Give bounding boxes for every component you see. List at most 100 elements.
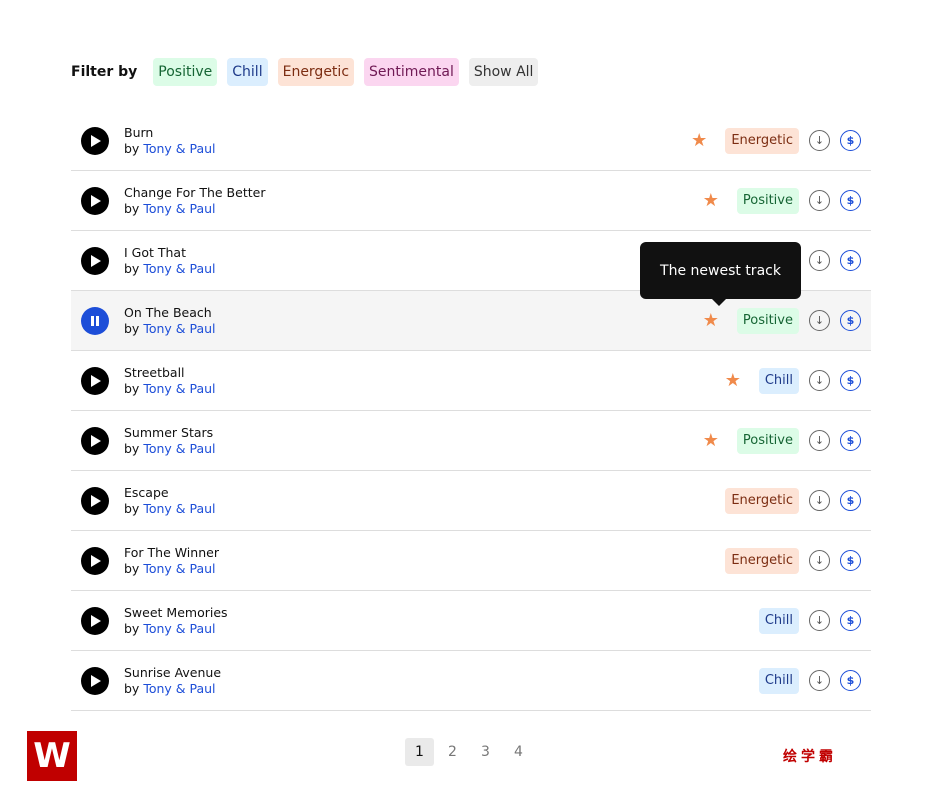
artist-link[interactable]: Tony & Paul bbox=[143, 680, 216, 696]
play-button[interactable] bbox=[81, 126, 109, 155]
buy-button[interactable]: $ bbox=[840, 610, 861, 631]
play-button[interactable] bbox=[81, 366, 109, 395]
play-button[interactable] bbox=[81, 606, 109, 635]
by-label: by bbox=[124, 260, 140, 276]
star-icon[interactable]: ★ bbox=[702, 190, 719, 211]
filter-chill[interactable]: Chill bbox=[227, 58, 268, 86]
by-label: by bbox=[124, 380, 140, 396]
star-icon[interactable]: ★ bbox=[702, 430, 719, 451]
mood-tag[interactable]: Chill bbox=[758, 667, 799, 694]
dollar-icon: $ bbox=[846, 194, 855, 207]
track-row: For The Winner by Tony & Paul Energetic … bbox=[71, 531, 871, 591]
mood-tag[interactable]: Positive bbox=[736, 427, 799, 454]
download-icon: ↓ bbox=[814, 134, 825, 147]
dollar-icon: $ bbox=[846, 614, 855, 627]
star-icon[interactable]: ★ bbox=[702, 310, 719, 331]
by-label: by bbox=[124, 560, 140, 576]
track-title: I Got That bbox=[124, 244, 186, 260]
download-button[interactable]: ↓ bbox=[809, 610, 830, 631]
mood-tag[interactable]: Energetic bbox=[725, 127, 799, 154]
play-button[interactable] bbox=[81, 426, 109, 455]
page-1[interactable]: 1 bbox=[405, 738, 434, 766]
download-button[interactable]: ↓ bbox=[809, 370, 830, 391]
download-button[interactable]: ↓ bbox=[809, 250, 830, 271]
artist-link[interactable]: Tony & Paul bbox=[143, 500, 216, 516]
mood-tag[interactable]: Chill bbox=[758, 367, 799, 394]
play-icon bbox=[88, 434, 102, 448]
artist-link[interactable]: Tony & Paul bbox=[143, 620, 216, 636]
mood-tag[interactable]: Energetic bbox=[725, 487, 799, 514]
play-button[interactable] bbox=[81, 186, 109, 215]
buy-button[interactable]: $ bbox=[840, 310, 861, 331]
artist-link[interactable]: Tony & Paul bbox=[143, 140, 216, 156]
star-icon[interactable]: ★ bbox=[724, 370, 741, 391]
play-button[interactable] bbox=[81, 246, 109, 275]
by-label: by bbox=[124, 200, 140, 216]
by-label: by bbox=[124, 320, 140, 336]
track-row: Streetball by Tony & Paul ★ Chill ↓ $ bbox=[71, 351, 871, 411]
play-button[interactable] bbox=[81, 666, 109, 695]
play-icon bbox=[88, 194, 102, 208]
buy-button[interactable]: $ bbox=[840, 490, 861, 511]
play-button[interactable] bbox=[81, 486, 109, 515]
page-3[interactable]: 3 bbox=[481, 744, 490, 760]
dollar-icon: $ bbox=[846, 674, 855, 687]
page-4[interactable]: 4 bbox=[514, 744, 523, 760]
mood-tag[interactable]: Positive bbox=[736, 307, 799, 334]
track-row: Sunrise Avenue by Tony & Paul Chill ↓ $ bbox=[71, 651, 871, 711]
star-icon[interactable]: ★ bbox=[691, 130, 708, 151]
artist-link[interactable]: Tony & Paul bbox=[143, 380, 216, 396]
download-button[interactable]: ↓ bbox=[809, 550, 830, 571]
download-button[interactable]: ↓ bbox=[809, 310, 830, 331]
pause-icon bbox=[89, 315, 101, 327]
download-icon: ↓ bbox=[814, 494, 825, 507]
download-button[interactable]: ↓ bbox=[809, 190, 830, 211]
mood-tag[interactable]: Chill bbox=[758, 607, 799, 634]
buy-button[interactable]: $ bbox=[840, 430, 861, 451]
logo: W bbox=[27, 731, 77, 781]
track-row: Escape by Tony & Paul Energetic ↓ $ bbox=[71, 471, 871, 531]
artist-link[interactable]: Tony & Paul bbox=[143, 320, 216, 336]
download-icon: ↓ bbox=[814, 434, 825, 447]
artist-link[interactable]: Tony & Paul bbox=[143, 260, 216, 276]
download-icon: ↓ bbox=[814, 194, 825, 207]
filter-positive[interactable]: Positive bbox=[153, 58, 218, 86]
download-button[interactable]: ↓ bbox=[809, 490, 830, 511]
artist-link[interactable]: Tony & Paul bbox=[143, 440, 216, 456]
download-button[interactable]: ↓ bbox=[809, 670, 830, 691]
artist-link[interactable]: Tony & Paul bbox=[143, 560, 216, 576]
buy-button[interactable]: $ bbox=[840, 130, 861, 151]
buy-button[interactable]: $ bbox=[840, 550, 861, 571]
artist-link[interactable]: Tony & Paul bbox=[143, 200, 216, 216]
dollar-icon: $ bbox=[846, 314, 855, 327]
play-icon bbox=[88, 674, 102, 688]
filter-show-all[interactable]: Show All bbox=[468, 58, 539, 86]
filter-sentimental[interactable]: Sentimental bbox=[364, 58, 459, 86]
download-button[interactable]: ↓ bbox=[809, 430, 830, 451]
track-title: Summer Stars bbox=[124, 424, 214, 440]
buy-button[interactable]: $ bbox=[840, 250, 861, 271]
buy-button[interactable]: $ bbox=[840, 670, 861, 691]
mood-tag[interactable]: Positive bbox=[736, 187, 799, 214]
track-title: Burn bbox=[124, 124, 154, 140]
pause-button[interactable] bbox=[81, 306, 109, 335]
buy-button[interactable]: $ bbox=[840, 370, 861, 391]
tooltip: The newest track bbox=[640, 242, 801, 306]
play-button[interactable] bbox=[81, 546, 109, 575]
play-icon bbox=[88, 254, 102, 268]
dollar-icon: $ bbox=[846, 494, 855, 507]
download-button[interactable]: ↓ bbox=[809, 130, 830, 151]
download-icon: ↓ bbox=[814, 614, 825, 627]
buy-button[interactable]: $ bbox=[840, 190, 861, 211]
play-icon bbox=[88, 494, 102, 508]
by-label: by bbox=[124, 440, 140, 456]
mood-tag[interactable]: Energetic bbox=[725, 547, 799, 574]
download-icon: ↓ bbox=[814, 254, 825, 267]
track-row: Summer Stars by Tony & Paul ★ Positive ↓… bbox=[71, 411, 871, 471]
play-icon bbox=[88, 554, 102, 568]
filter-energetic[interactable]: Energetic bbox=[277, 58, 355, 86]
page-2[interactable]: 2 bbox=[448, 744, 457, 760]
track-row: I Got That by Tony & Paul ↓ $ bbox=[71, 231, 871, 291]
track-list: Burn by Tony & Paul ★ Energetic ↓ $ Chan… bbox=[71, 111, 871, 711]
play-icon bbox=[88, 134, 102, 148]
